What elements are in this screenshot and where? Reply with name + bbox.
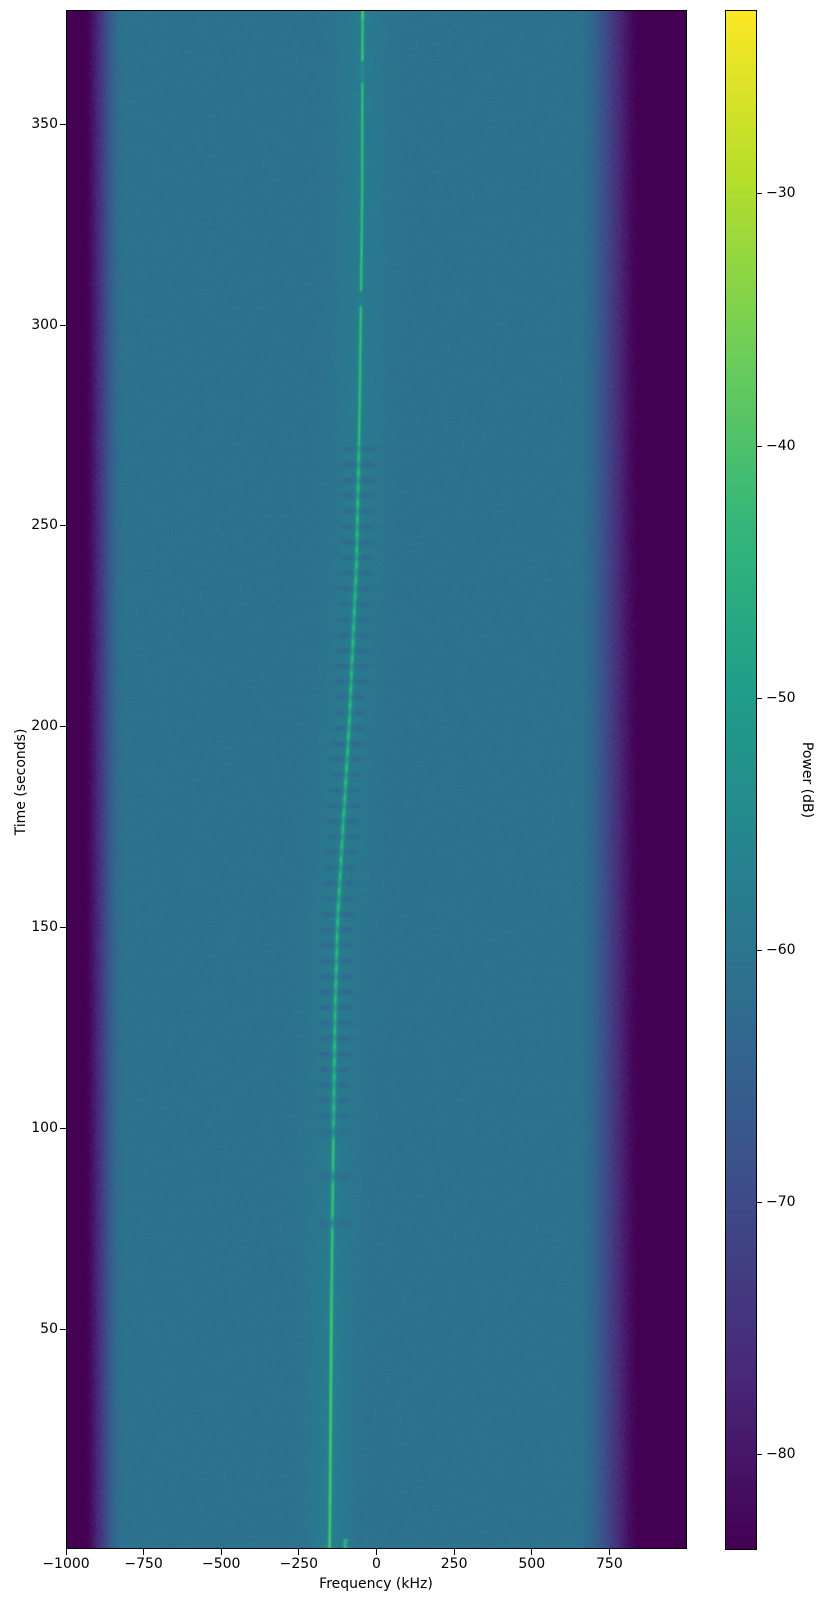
colorbar-label: Power (dB) — [799, 742, 815, 818]
x-axis-tick — [376, 1549, 377, 1555]
x-axis-tick-label: 250 — [409, 1557, 499, 1572]
x-axis-tick-label: −750 — [99, 1557, 189, 1572]
x-axis-tick — [531, 1549, 532, 1555]
y-axis-tick — [60, 325, 66, 326]
x-axis-tick — [609, 1549, 610, 1555]
x-axis-tick — [66, 1549, 67, 1555]
y-axis-tick — [60, 525, 66, 526]
x-axis-tick — [143, 1549, 144, 1555]
colorbar-tick — [757, 698, 762, 699]
x-axis-tick — [298, 1549, 299, 1555]
colorbar-tick-label: −50 — [766, 691, 796, 706]
colorbar-tick-label: −80 — [766, 1447, 796, 1462]
x-axis-tick-label: −500 — [176, 1557, 266, 1572]
x-axis-label: Frequency (kHz) — [319, 1576, 433, 1592]
y-axis-tick-label: 250 — [14, 518, 58, 533]
colorbar-tick — [757, 950, 762, 951]
x-axis-tick-label: 500 — [487, 1557, 577, 1572]
spectrogram-figure: Frequency (kHz) Time (seconds) Power (dB… — [0, 0, 823, 1603]
x-axis-tick — [454, 1549, 455, 1555]
colorbar-tick-label: −30 — [766, 186, 796, 201]
y-axis-tick-label: 200 — [14, 719, 58, 734]
y-axis-tick — [60, 1329, 66, 1330]
y-axis-tick-label: 100 — [14, 1121, 58, 1136]
y-axis-tick — [60, 1128, 66, 1129]
colorbar-tick-label: −60 — [766, 943, 796, 958]
y-axis-tick-label: 150 — [14, 920, 58, 935]
y-axis-label: Time (seconds) — [13, 729, 29, 836]
y-axis-tick — [60, 124, 66, 125]
x-axis-tick-label: 0 — [332, 1557, 422, 1572]
y-axis-tick — [60, 927, 66, 928]
y-axis-tick-label: 50 — [14, 1322, 58, 1337]
x-axis-tick-label: 750 — [564, 1557, 654, 1572]
y-axis-tick-label: 350 — [14, 117, 58, 132]
colorbar-canvas — [725, 10, 757, 1550]
x-axis-tick — [221, 1549, 222, 1555]
colorbar-tick — [757, 193, 762, 194]
colorbar-tick — [757, 1202, 762, 1203]
x-axis-tick-label: −250 — [254, 1557, 344, 1572]
y-axis-tick — [60, 726, 66, 727]
colorbar-tick — [757, 1454, 762, 1455]
y-axis-tick-label: 300 — [14, 318, 58, 333]
colorbar-tick — [757, 446, 762, 447]
x-axis-tick-label: −1000 — [21, 1557, 111, 1572]
colorbar-tick-label: −40 — [766, 439, 796, 454]
colorbar-tick-label: −70 — [766, 1195, 796, 1210]
spectrogram-canvas — [66, 10, 687, 1549]
